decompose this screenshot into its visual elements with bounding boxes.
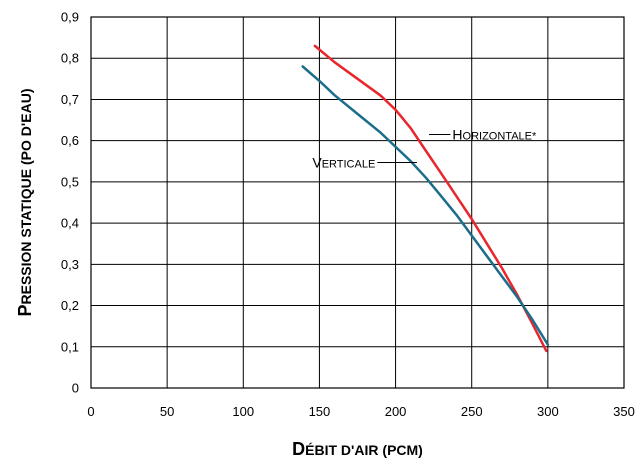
y-tick-label: 0,1 xyxy=(61,339,79,354)
x-tick-label: 100 xyxy=(232,404,254,419)
y-tick-label: 0,6 xyxy=(61,133,79,148)
y-tick-label: 0,3 xyxy=(61,257,79,272)
y-tick-label: 0,5 xyxy=(61,174,79,189)
annotation-horizontale: HORIZONTALE* xyxy=(452,126,537,142)
x-tick-label: 150 xyxy=(309,404,331,419)
annotation-verticale: VERTICALE xyxy=(312,155,375,171)
x-tick-label: 350 xyxy=(613,404,635,419)
y-tick-label: 0,9 xyxy=(61,10,79,25)
tick-labels: 0 50 100 150 200 250 300 350 0 0,1 0,2 0,3 0,4 0,5 0,6… xyxy=(61,10,635,420)
x-axis-title: DÉBIT D'AIR (PCM) xyxy=(292,439,423,459)
x-tick-label: 50 xyxy=(160,404,174,419)
series-line-0 xyxy=(313,44,548,353)
x-tick-label: 250 xyxy=(461,404,483,419)
series-layer xyxy=(301,44,550,353)
y-tick-label: 0,2 xyxy=(61,298,79,313)
y-tick-label: 0,8 xyxy=(61,51,79,66)
annotations: HORIZONTALE* VERTICALE xyxy=(312,126,537,170)
grid xyxy=(90,16,625,389)
axis-titles: DÉBIT D'AIR (PCM) PRESSION STATIQUE (PO D… xyxy=(15,88,423,459)
x-tick-label: 300 xyxy=(537,404,559,419)
plot-frame xyxy=(90,16,625,389)
y-tick-label: 0,7 xyxy=(61,92,79,107)
series-line-1 xyxy=(301,65,550,346)
y-tick-label: 0,4 xyxy=(61,216,79,231)
y-tick-label: 0 xyxy=(72,381,79,396)
x-tick-label: 0 xyxy=(87,404,94,419)
x-tick-label: 200 xyxy=(385,404,407,419)
y-axis-title: PRESSION STATIQUE (PO D'EAU) xyxy=(15,88,35,316)
